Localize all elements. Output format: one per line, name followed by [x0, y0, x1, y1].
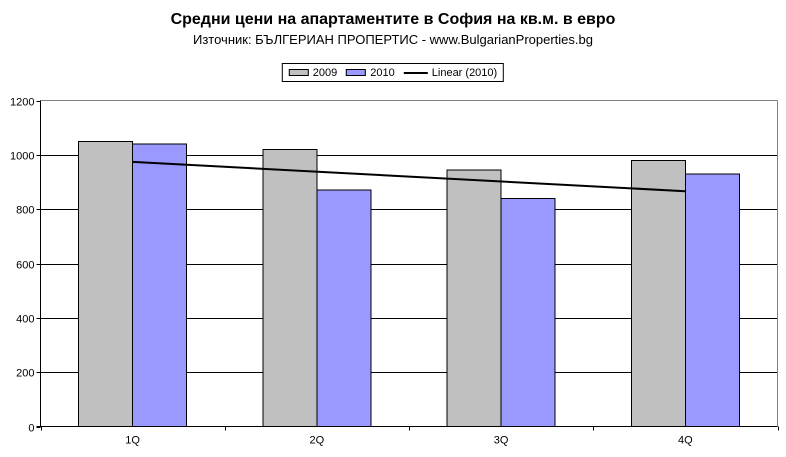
trendline [132, 160, 686, 193]
x-axis-label-4Q: 4Q [678, 435, 693, 447]
legend-swatch-2009 [288, 69, 309, 76]
bar-2010-2Q [316, 189, 372, 427]
bar-2010-3Q [500, 197, 556, 427]
bar-2010-1Q [132, 143, 188, 427]
legend: 2009 2010 Linear (2010) [281, 63, 505, 82]
y-tick-label-0: 0 [28, 423, 34, 435]
y-tick-label-200: 200 [16, 368, 34, 380]
chart-title: Средни цени на апартаментите в София на … [170, 11, 616, 28]
legend-label-trendline: Linear (2010) [431, 66, 498, 79]
y-tick-label-800: 800 [16, 205, 34, 217]
bar-2009-3Q [446, 169, 502, 427]
x-axis-label-2Q: 2Q [310, 435, 325, 447]
bar-2009-4Q [630, 159, 686, 427]
x-axis-label-3Q: 3Q [494, 435, 509, 447]
chart-subtitle: Източник: БЪЛГЕРИАН ПРОПЕРТИС - www.Bulg… [193, 32, 593, 47]
y-tick-label-600: 600 [16, 260, 34, 272]
y-tick-label-1200: 1200 [10, 97, 34, 109]
y-tick-label-400: 400 [16, 314, 34, 326]
legend-trendline-icon [403, 71, 428, 74]
legend-label-2010: 2010 [370, 66, 395, 79]
bar-2009-1Q [78, 140, 134, 427]
bar-2009-2Q [262, 148, 318, 427]
x-axis-label-1Q: 1Q [125, 435, 140, 447]
legend-label-2009: 2009 [312, 66, 338, 79]
legend-swatch-2010 [346, 69, 367, 76]
bar-2010-4Q [684, 173, 740, 427]
y-tick-label-1000: 1000 [10, 151, 34, 163]
